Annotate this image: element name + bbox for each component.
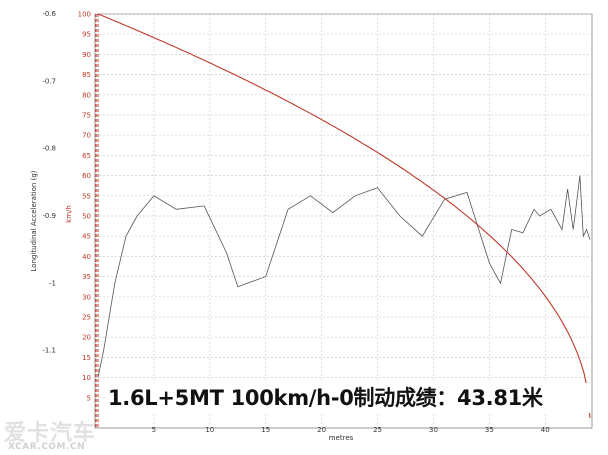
- watermark-text: 爱卡汽车: [4, 421, 97, 446]
- x-axis-ticks: 5 10 15 20 25 30 35 40: [152, 426, 550, 434]
- speed-tick-label: 20: [82, 334, 91, 342]
- speed-axis-ticks: 100 95 90 85 80 75 70 65 60 55 50 45 40 35 30 25 20 15 10 5: [78, 11, 91, 403]
- left-tick-label: -0.7: [42, 77, 56, 85]
- x-tick-label: 5: [152, 426, 156, 434]
- x-axis-title: metres: [329, 434, 354, 442]
- speed-tick-label: 95: [82, 31, 91, 39]
- grid-lines: [95, 13, 592, 428]
- left-tick-label: -1.1: [42, 347, 56, 355]
- x-tick-label: 35: [485, 426, 494, 434]
- plot-background: [94, 13, 593, 429]
- speed-tick-label: 75: [82, 112, 91, 120]
- left-tick-label: -0.6: [42, 10, 56, 18]
- speed-tick-label: 55: [82, 192, 91, 200]
- x-tick-label: 25: [373, 426, 382, 434]
- acceleration-line: [97, 175, 591, 378]
- speed-tick-label: 5: [87, 394, 91, 402]
- speed-tick-label: 45: [82, 233, 91, 241]
- x-tick-label: 20: [317, 426, 326, 434]
- speed-tick-label: 70: [82, 132, 91, 140]
- watermark-url: XCAR.COM.CN: [8, 442, 85, 452]
- speed-tick-label: 60: [82, 172, 91, 180]
- xcar-watermark: 爱卡汽车 XCAR.COM.CN: [4, 415, 114, 455]
- x-tick-label: 15: [261, 426, 270, 434]
- speed-tick-label: 30: [82, 293, 91, 301]
- left-tick-label: -1: [49, 279, 56, 287]
- x-tick-label: 10: [205, 426, 214, 434]
- speed-tick-label: 65: [82, 152, 91, 160]
- speed-tick-label: 85: [82, 71, 91, 79]
- left-tick-label: -0.8: [42, 145, 56, 153]
- left-tick-label: -0.9: [42, 212, 56, 220]
- speed-tick-label: 90: [82, 51, 91, 59]
- left-axis-title: Longitudinal Acceleration (g): [30, 170, 38, 271]
- series-layer: [97, 13, 591, 419]
- speed-tick-label: 35: [82, 273, 91, 281]
- left-axis-ticks: -0.6 -0.7 -0.8 -0.9 -1 -1.1: [42, 10, 56, 355]
- speed-tick-label: 40: [82, 253, 91, 261]
- braking-result-caption: 1.6L+5MT 100km/h-0制动成绩：43.81米: [105, 383, 591, 413]
- speed-tick-label: 50: [82, 213, 91, 221]
- speed-tick-label: 15: [82, 354, 91, 362]
- x-tick-label: 30: [429, 426, 438, 434]
- speed-line: [97, 13, 591, 419]
- speed-tick-label: 25: [82, 314, 91, 322]
- speed-tick-label: 100: [78, 11, 91, 19]
- speed-tick-label: 10: [82, 374, 91, 382]
- x-tick-label: 40: [541, 426, 550, 434]
- speed-axis-title: km/h: [65, 205, 73, 223]
- speed-tick-label: 80: [82, 91, 91, 99]
